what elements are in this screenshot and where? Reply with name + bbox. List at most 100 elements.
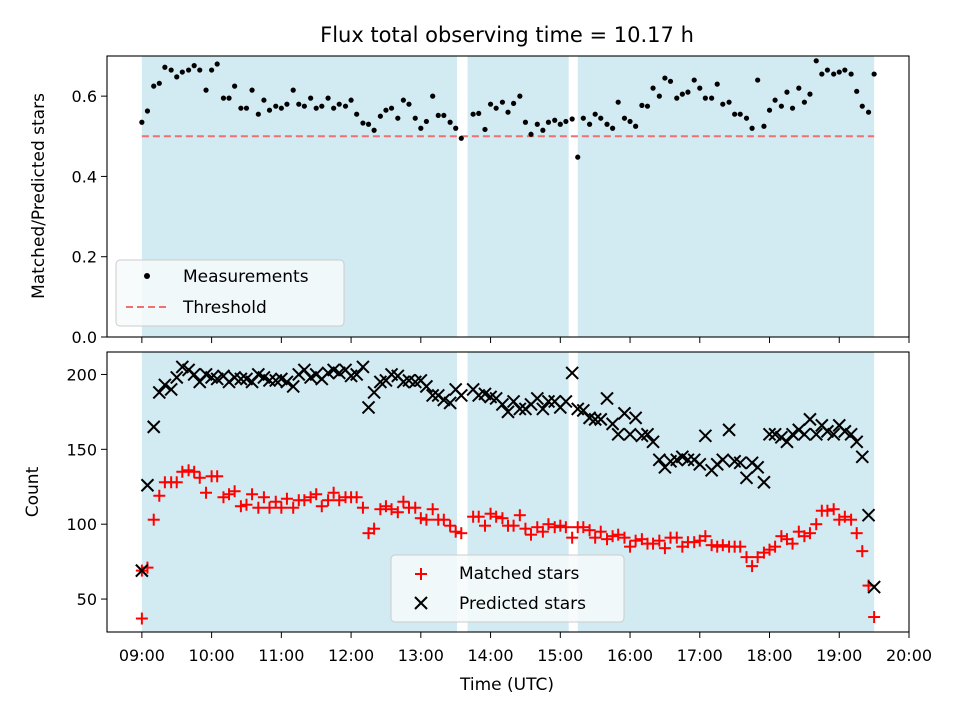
- chart-title: Flux total observing time = 10.17 h: [320, 23, 694, 47]
- predicted-star-point: [286, 379, 300, 394]
- predicted-star-stroke-b: [483, 390, 498, 404]
- matched-star-point: [478, 519, 491, 532]
- top-y-tick-label: 0.2: [72, 248, 97, 267]
- predicted-star-stroke-b: [274, 372, 289, 386]
- matched-star-point: [170, 476, 183, 489]
- measurement-point: [365, 121, 372, 127]
- measurement-point: [772, 97, 778, 103]
- predicted-star-point: [588, 412, 602, 427]
- measurement-point: [505, 109, 511, 115]
- predicted-star-point: [617, 406, 632, 421]
- predicted-star-stroke-b: [262, 373, 277, 388]
- measurement-point: [290, 87, 296, 93]
- matched-star-point: [554, 519, 567, 532]
- predicted-star-stroke-b: [437, 393, 451, 407]
- matched-star-point: [525, 528, 538, 541]
- matched-star-point: [333, 494, 346, 507]
- measurement-point: [517, 93, 523, 99]
- predicted-star-point: [187, 367, 201, 382]
- measurement-point: [510, 100, 517, 106]
- matched-star-point: [519, 522, 532, 535]
- matched-star-point: [786, 537, 799, 550]
- predicted-star-stroke-b: [722, 423, 736, 437]
- predicted-star-stroke-b: [611, 427, 625, 442]
- matched-star-point: [472, 510, 485, 523]
- matched-star-point: [176, 465, 189, 478]
- predicted-star-point: [594, 412, 608, 427]
- matched-star-point: [280, 492, 293, 505]
- measurement-point: [174, 74, 180, 80]
- measurement-point: [139, 119, 145, 125]
- measurement-point: [395, 115, 401, 121]
- predicted-star-point: [443, 396, 457, 410]
- matched-star-point: [542, 518, 555, 531]
- measurement-point: [691, 77, 697, 83]
- predicted-star-point: [698, 429, 713, 443]
- matched-star-point: [315, 500, 328, 513]
- measurement-point: [406, 101, 412, 107]
- measurement-point: [534, 121, 540, 127]
- measurement-point: [755, 77, 761, 83]
- measurement-point: [836, 69, 842, 75]
- measurement-point: [266, 107, 273, 113]
- predicted-star-point: [849, 435, 864, 449]
- measurement-point: [831, 71, 837, 77]
- measurement-point: [371, 127, 377, 133]
- predicted-star-stroke-b: [797, 427, 812, 442]
- predicted-star-stroke-b: [809, 427, 823, 442]
- predicted-star-point: [809, 427, 823, 442]
- predicted-star-point: [530, 391, 544, 406]
- matched-star-point: [240, 498, 253, 511]
- predicted-star-point: [733, 456, 747, 470]
- measurement-point: [749, 125, 755, 131]
- measurement-point: [482, 126, 488, 133]
- bottom-x-axis: 09:00 10:00 11:00 12:00 13:00 14:00 15:00 16:00…: [119, 632, 932, 665]
- predicted-star-point: [536, 402, 550, 416]
- predicted-star-stroke-b: [750, 460, 765, 475]
- matched-star-point: [798, 530, 811, 543]
- predicted-star-stroke-b: [757, 475, 771, 489]
- predicted-star-stroke-b: [698, 429, 713, 443]
- measurement-point: [656, 93, 662, 99]
- measurement-point: [784, 89, 790, 95]
- predicted-star-stroke-b: [297, 363, 312, 377]
- legend-marker-matched-stars: [415, 568, 427, 580]
- predicted-star-point: [356, 360, 370, 374]
- bottom-y-axis-label: Count: [23, 466, 43, 517]
- measurement-point: [308, 95, 314, 101]
- measurement-point: [662, 75, 668, 81]
- predicted-star-stroke-b: [425, 388, 440, 403]
- predicted-star-point: [757, 475, 771, 489]
- measurement-point: [778, 103, 784, 109]
- measurement-point: [854, 88, 860, 94]
- predicted-star-point: [135, 563, 149, 578]
- top-x-tick-marks: [141, 337, 910, 343]
- matched-star-point: [228, 485, 241, 498]
- measurement-point: [639, 102, 645, 108]
- measurement-point: [144, 108, 151, 114]
- top-y-axis: 0.0 0.2 0.4 0.6: [72, 87, 107, 347]
- predicted-star-point: [855, 450, 869, 464]
- predicted-star-stroke-b: [152, 385, 167, 400]
- matched-star-point: [606, 530, 619, 543]
- measurement-point: [552, 117, 558, 123]
- matched-star-point: [484, 507, 497, 520]
- matched-star-point: [763, 543, 776, 556]
- predicted-star-point: [646, 435, 660, 449]
- matched-star-point: [803, 527, 816, 540]
- matched-star-point: [647, 537, 660, 550]
- measurement-point: [598, 115, 604, 121]
- predicted-star-stroke-b: [506, 394, 521, 409]
- predicted-star-stroke-b: [234, 372, 248, 386]
- matched-star-point: [252, 501, 265, 514]
- matched-star-point: [368, 522, 381, 535]
- matched-star-point: [699, 530, 712, 543]
- measurement-point: [865, 109, 872, 115]
- measurement-point: [354, 111, 360, 117]
- predicted-star-point: [640, 427, 655, 442]
- predicted-star-stroke-b: [164, 382, 178, 397]
- predicted-star-stroke-b: [257, 370, 271, 385]
- measurement-point: [557, 121, 563, 127]
- bottom-panel: 50 100 150 200 09:00 10:00 11:00 12:00 13:00 14:…: [23, 351, 932, 695]
- matched-star-point: [658, 542, 671, 555]
